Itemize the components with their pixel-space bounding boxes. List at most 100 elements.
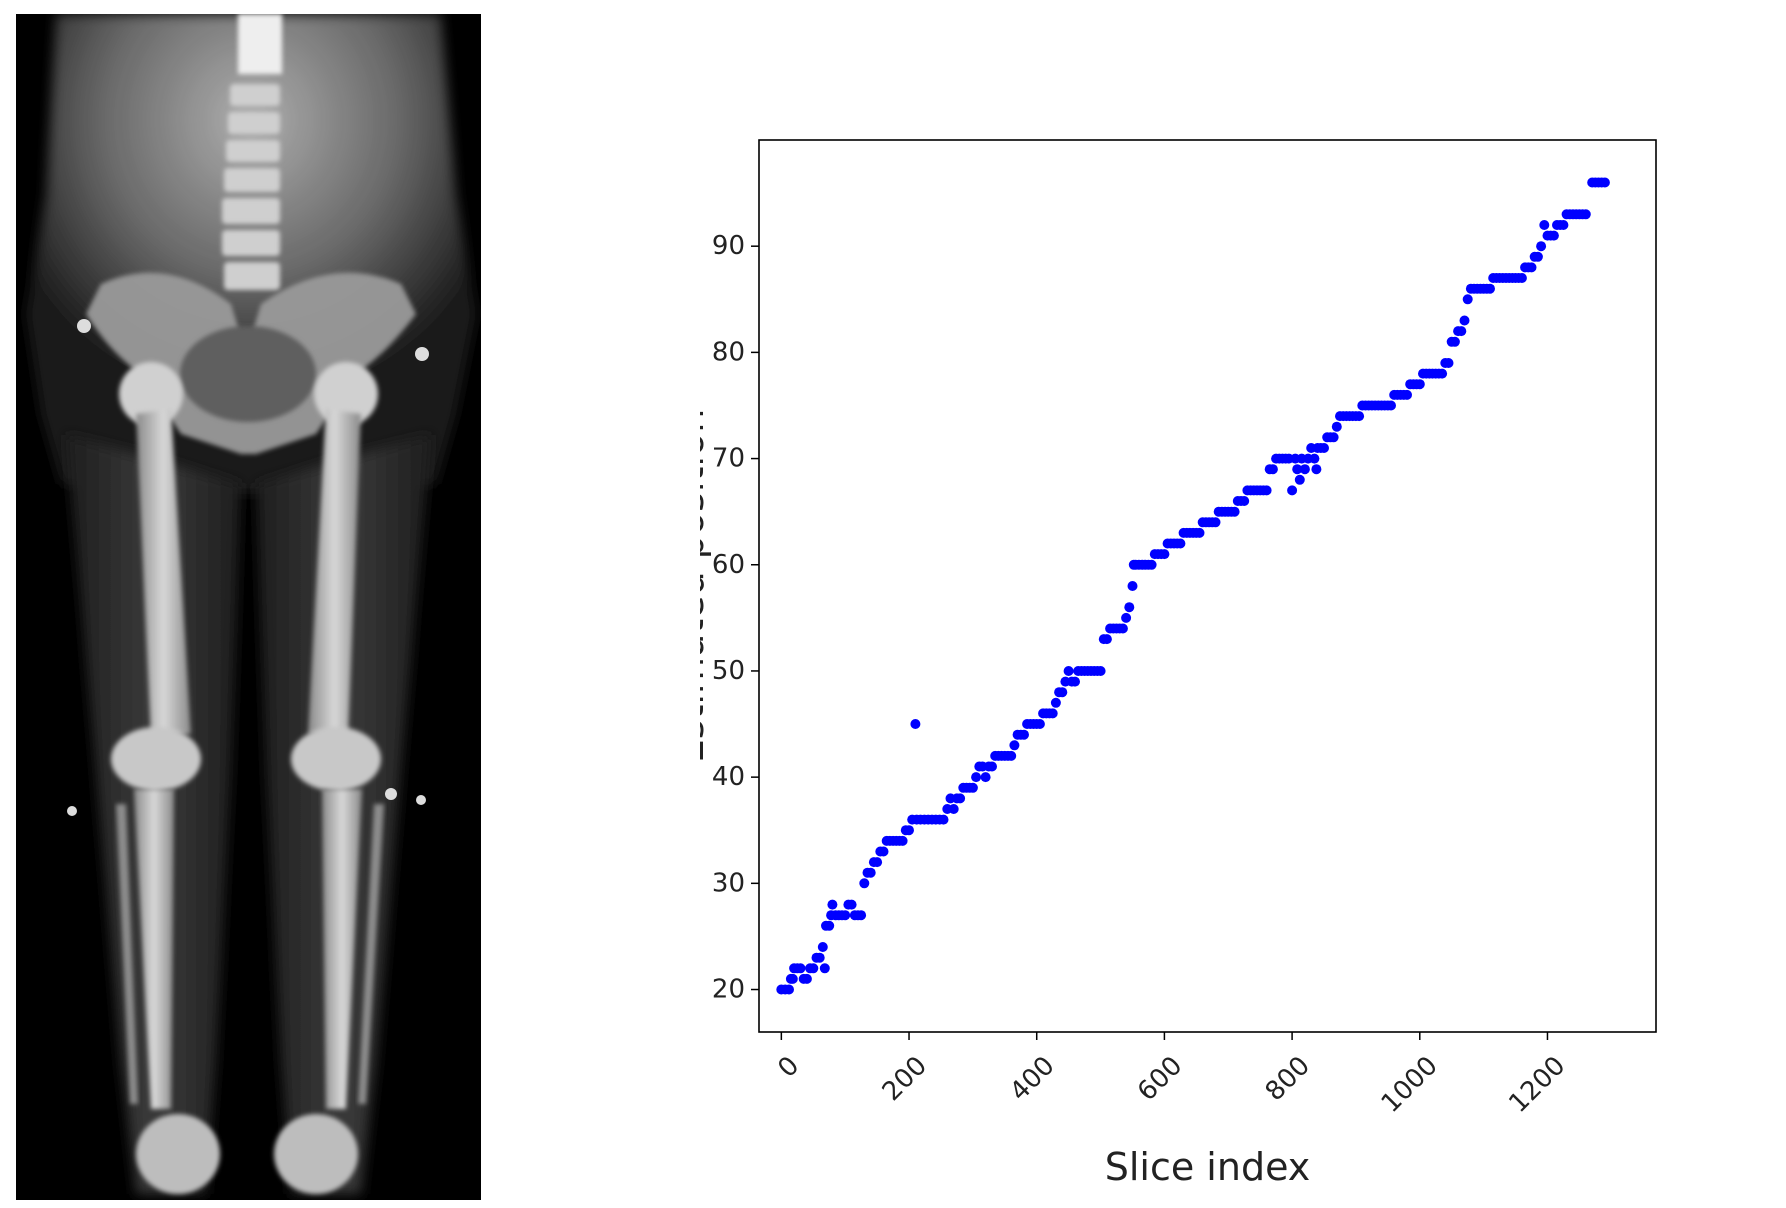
data-point — [1548, 230, 1559, 241]
y-tick-label: 70 — [712, 444, 745, 474]
data-point — [1402, 389, 1412, 400]
data-point — [1599, 177, 1610, 188]
data-point — [1070, 676, 1080, 687]
data-point — [1536, 241, 1547, 252]
data-point — [1121, 612, 1132, 623]
data-point — [801, 973, 812, 984]
data-point — [1292, 464, 1303, 475]
data-point — [1516, 273, 1527, 283]
plot-area-frame — [758, 139, 1657, 1033]
data-point — [1194, 527, 1205, 538]
data-point — [1210, 517, 1221, 528]
data-point — [1095, 666, 1106, 676]
data-point — [897, 835, 908, 846]
data-point — [1117, 623, 1128, 634]
data-point — [1311, 464, 1322, 475]
data-point — [846, 899, 857, 910]
xray-image — [16, 14, 481, 1200]
data-point — [1459, 315, 1470, 326]
data-point — [904, 825, 914, 836]
data-point — [1456, 326, 1467, 337]
x-axis-label: Slice index — [1105, 1145, 1311, 1189]
data-point — [1485, 283, 1495, 294]
y-axis-label: Estimated position — [700, 409, 712, 764]
data-point — [910, 719, 921, 729]
data-point — [1267, 464, 1278, 475]
data-point — [1287, 485, 1298, 496]
data-point — [1294, 474, 1305, 485]
x-axis-ticks: 0 200 400 600 800 1000 1200 — [772, 1032, 1571, 1119]
data-point — [948, 804, 959, 814]
data-point — [1580, 209, 1591, 220]
data-point — [1047, 708, 1058, 719]
data-point — [787, 973, 798, 984]
data-point — [808, 963, 819, 974]
data-point — [819, 963, 830, 974]
plot-points — [776, 177, 1610, 995]
x-tick-label: 200 — [877, 1051, 933, 1107]
data-point — [987, 761, 997, 772]
x-tick-label: 400 — [1004, 1051, 1060, 1107]
data-point — [1101, 634, 1112, 645]
x-tick-label: 800 — [1260, 1051, 1316, 1107]
data-point — [856, 910, 867, 921]
y-tick-label: 50 — [712, 656, 745, 686]
data-point — [1019, 729, 1029, 740]
data-point — [980, 772, 991, 783]
data-point — [1057, 687, 1068, 698]
data-point — [865, 867, 876, 878]
data-point — [872, 857, 883, 868]
data-point — [817, 942, 828, 952]
data-point — [824, 920, 835, 931]
y-axis-ticks: 20 30 40 50 60 70 80 90 — [712, 231, 759, 1005]
data-point — [1006, 750, 1017, 761]
data-point — [1229, 506, 1240, 517]
data-point — [784, 984, 794, 995]
data-point — [1050, 697, 1061, 708]
data-point — [1009, 740, 1020, 751]
data-point — [1261, 485, 1272, 496]
data-point — [1462, 294, 1473, 305]
data-point — [1159, 549, 1170, 560]
xray-radiograph — [16, 14, 481, 1200]
data-point — [795, 963, 806, 974]
data-point — [878, 846, 889, 857]
x-tick-label: 1000 — [1376, 1051, 1444, 1119]
data-point — [1414, 379, 1425, 390]
data-point — [1175, 538, 1186, 549]
y-tick-label: 30 — [712, 868, 745, 898]
data-point — [1331, 421, 1342, 432]
data-point — [1034, 719, 1045, 729]
data-point — [840, 910, 851, 921]
chart-svg: 0 200 400 600 800 1000 1200 20 30 40 50 60 70 80 90 S… — [668, 139, 1657, 1189]
data-point — [1146, 559, 1157, 570]
data-point — [1319, 443, 1329, 453]
data-point — [1539, 220, 1550, 230]
y-tick-label: 90 — [712, 231, 745, 261]
x-tick-label: 1200 — [1503, 1051, 1571, 1119]
y-tick-label: 80 — [712, 337, 745, 367]
data-point — [938, 814, 949, 825]
x-tick-label: 0 — [772, 1051, 805, 1084]
x-tick-label: 600 — [1132, 1051, 1188, 1107]
data-point — [827, 899, 838, 910]
scatter-chart: 0 200 400 600 800 1000 1200 20 30 40 50 60 70 80 90 S… — [668, 120, 1786, 1204]
data-point — [814, 952, 825, 963]
data-point — [1437, 368, 1448, 379]
y-tick-label: 60 — [712, 550, 745, 580]
data-point — [1239, 496, 1250, 506]
y-tick-label: 20 — [712, 975, 745, 1005]
data-point — [1558, 220, 1569, 230]
data-point — [1449, 336, 1460, 347]
data-point — [1063, 666, 1074, 676]
data-point — [1124, 602, 1135, 613]
data-point — [1354, 411, 1365, 422]
data-point — [1443, 358, 1454, 368]
data-point — [1127, 581, 1138, 591]
data-point — [859, 878, 870, 889]
data-point — [967, 782, 978, 793]
data-point — [1532, 251, 1543, 262]
data-point — [1299, 464, 1310, 475]
data-point — [1386, 400, 1396, 411]
data-point — [1309, 453, 1320, 464]
